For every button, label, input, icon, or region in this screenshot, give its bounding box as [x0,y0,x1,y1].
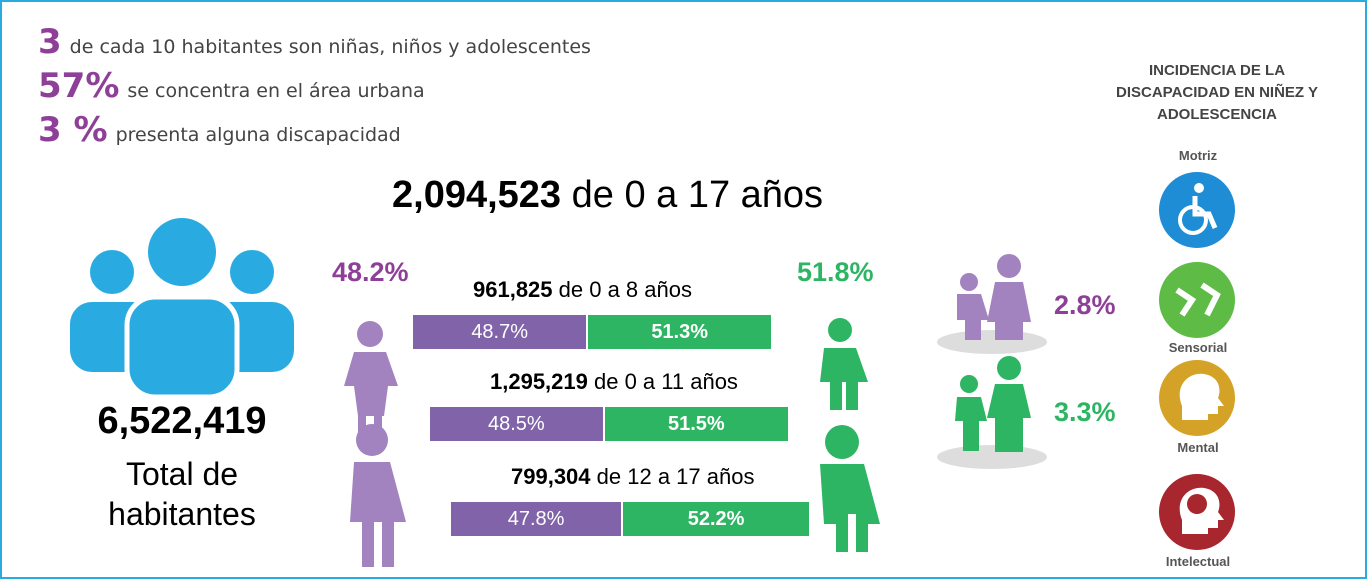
boys-bar-label: 52.2% [623,502,809,536]
boys-disability: 3.3% [1054,397,1116,428]
intelectual-icon [1157,472,1237,552]
age-group-text: de 12 a 17 años [597,464,755,489]
highlight: 57% se concentra en el área urbana [38,66,425,106]
age-group-number: 961,825 [473,277,553,302]
highlight-text: se concentra en el área urbana [127,80,424,102]
girls-bar-label: 48.7% [413,315,586,349]
girl-icons [332,302,412,572]
sensorial-icon [1157,260,1237,340]
headline: 2,094,523 de 0 a 17 años [392,174,823,217]
girls-share: 48.2% [332,257,409,288]
boys-bar-label: 51.5% [605,407,788,441]
highlight-text: presenta alguna discapacidad [116,124,401,146]
disability-type: Motriz [1138,148,1258,163]
age-group-label: 961,825 de 0 a 8 años [473,277,692,303]
boy-icons [802,312,882,552]
girls-bar-label: 47.8% [451,502,621,536]
motriz-icon [1157,170,1237,250]
headline-text: de 0 a 17 años [572,174,823,216]
highlight-figure: 3 % [38,110,108,150]
highlight: 3 % presenta alguna discapacidad [38,110,401,150]
highlight-figure: 3 [38,22,62,62]
age-group-label: 799,304 de 12 a 17 años [511,464,754,490]
children-icons [937,242,1047,472]
disability-type: Mental [1138,440,1258,455]
headline-number: 2,094,523 [392,174,561,216]
age-group-label: 1,295,219 de 0 a 11 años [490,369,738,395]
total-number: 6,522,419 [62,400,302,443]
infographic: 3 de cada 10 habitantes son niñas, niños … [0,0,1367,579]
boys-bar-label: 51.3% [588,315,771,349]
highlight: 3 de cada 10 habitantes son niñas, niños … [38,22,591,62]
disability-type: Sensorial [1138,340,1258,355]
highlight-text: de cada 10 habitantes son niñas, niños y… [70,36,591,58]
total-label: Total de habitantes [97,454,267,534]
age-group-text: de 0 a 8 años [559,277,692,302]
age-group-number: 1,295,219 [490,369,588,394]
disability-type: Intelectual [1138,554,1258,569]
mental-icon [1157,358,1237,438]
girls-disability: 2.8% [1054,290,1116,321]
highlight-figure: 57% [38,66,119,106]
age-group-number: 799,304 [511,464,591,489]
boys-share: 51.8% [797,257,874,288]
disability-title: INCIDENCIA DE LA DISCAPACIDAD EN NIÑEZ Y… [1097,60,1337,126]
girls-bar-label: 48.5% [430,407,603,441]
people-icon [62,217,302,397]
age-group-text: de 0 a 11 años [594,369,738,394]
